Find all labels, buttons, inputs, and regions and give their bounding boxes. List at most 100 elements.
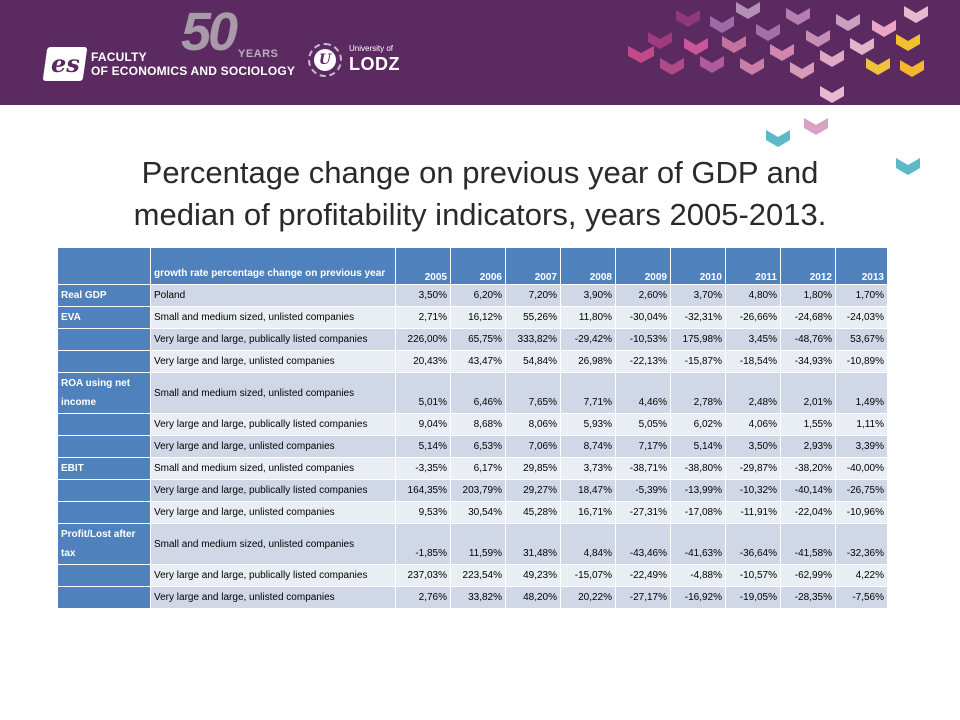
company-group-cell: Small and medium sized, unlisted compani… (150, 372, 396, 414)
profitability-table: growth rate percentage change on previou… (57, 247, 888, 609)
slide-title-line2: median of profitability indicators, year… (133, 197, 827, 232)
header-year: 2008 (560, 247, 616, 285)
value-cell: 5,01% (395, 372, 451, 414)
company-group-cell: Very large and large, publically listed … (150, 413, 396, 436)
value-cell: 65,75% (450, 328, 506, 351)
company-group-cell: Very large and large, unlisted companies (150, 586, 396, 609)
value-cell: 5,05% (615, 413, 671, 436)
table-row: Very large and large, publically listed … (57, 328, 888, 351)
value-cell: 45,28% (505, 501, 561, 524)
value-cell: -11,91% (725, 501, 781, 524)
value-cell: 3,50% (725, 435, 781, 458)
value-cell: 3,50% (395, 284, 451, 307)
company-group-cell: Very large and large, unlisted companies (150, 435, 396, 458)
value-cell: -19,05% (725, 586, 781, 609)
value-cell: -4,88% (670, 564, 726, 587)
value-cell: -34,93% (780, 350, 836, 373)
value-cell: -27,17% (615, 586, 671, 609)
table-row: Very large and large, unlisted companies… (57, 435, 888, 458)
company-group-cell: Very large and large, publically listed … (150, 479, 396, 502)
university-seal-letter: U (314, 49, 336, 71)
value-cell: -48,76% (780, 328, 836, 351)
value-cell: -22,13% (615, 350, 671, 373)
value-cell: -13,99% (670, 479, 726, 502)
value-cell: -41,58% (780, 523, 836, 565)
value-cell: 5,14% (670, 435, 726, 458)
table-row: EVA Small and medium sized, unlisted comp… (57, 306, 888, 329)
value-cell: 16,12% (450, 306, 506, 329)
value-cell: 43,47% (450, 350, 506, 373)
value-cell: 164,35% (395, 479, 451, 502)
value-cell: 4,80% (725, 284, 781, 307)
value-cell: 4,46% (615, 372, 671, 414)
faculty-name: FACULTY OF ECONOMICS AND SOCIOLOGY (91, 50, 295, 78)
value-cell: -32,31% (670, 306, 726, 329)
value-cell: 7,71% (560, 372, 616, 414)
value-cell: -28,35% (780, 586, 836, 609)
value-cell: 4,84% (560, 523, 616, 565)
value-cell: -1,85% (395, 523, 451, 565)
indicator-cell (57, 586, 151, 609)
value-cell: 54,84% (505, 350, 561, 373)
value-cell: 53,67% (835, 328, 888, 351)
indicator-cell (57, 564, 151, 587)
header-indicator-cell (57, 247, 151, 285)
value-cell: 33,82% (450, 586, 506, 609)
header-year: 2011 (725, 247, 781, 285)
company-group-cell: Small and medium sized, unlisted compani… (150, 457, 396, 480)
value-cell: 6,46% (450, 372, 506, 414)
value-cell: 7,17% (615, 435, 671, 458)
indicator-cell (57, 350, 151, 373)
value-cell: -10,89% (835, 350, 888, 373)
table-row: ROA using net income Small and medium siz… (57, 372, 888, 414)
table-row: Very large and large, unlisted companies… (57, 501, 888, 524)
value-cell: 7,20% (505, 284, 561, 307)
value-cell: 2,78% (670, 372, 726, 414)
value-cell: 223,54% (450, 564, 506, 587)
value-cell: -16,92% (670, 586, 726, 609)
value-cell: 5,93% (560, 413, 616, 436)
indicator-cell (57, 501, 151, 524)
value-cell: -24,68% (780, 306, 836, 329)
company-group-cell: Very large and large, unlisted companies (150, 350, 396, 373)
value-cell: 29,27% (505, 479, 561, 502)
value-cell: 26,98% (560, 350, 616, 373)
value-cell: 3,90% (560, 284, 616, 307)
value-cell: 6,17% (450, 457, 506, 480)
anniversary-number: 50 (181, 2, 238, 62)
value-cell: -36,64% (725, 523, 781, 565)
value-cell: 1,49% (835, 372, 888, 414)
value-cell: 49,23% (505, 564, 561, 587)
value-cell: 3,39% (835, 435, 888, 458)
table-row: Profit/Lost after tax Small and medium si… (57, 523, 888, 565)
value-cell: 175,98% (670, 328, 726, 351)
value-cell: 11,59% (450, 523, 506, 565)
value-cell: 6,53% (450, 435, 506, 458)
value-cell: -22,49% (615, 564, 671, 587)
value-cell: 6,02% (670, 413, 726, 436)
company-group-cell: Poland (150, 284, 396, 307)
university-name: LODZ (349, 54, 400, 74)
value-cell: 2,71% (395, 306, 451, 329)
value-cell: 5,14% (395, 435, 451, 458)
company-group-cell: Very large and large, unlisted companies (150, 501, 396, 524)
value-cell: 31,48% (505, 523, 561, 565)
table-row: Very large and large, publically listed … (57, 413, 888, 436)
value-cell: 30,54% (450, 501, 506, 524)
value-cell: -29,87% (725, 457, 781, 480)
value-cell: -10,32% (725, 479, 781, 502)
value-cell: 3,70% (670, 284, 726, 307)
value-cell: 55,26% (505, 306, 561, 329)
value-cell: 1,55% (780, 413, 836, 436)
value-cell: 3,45% (725, 328, 781, 351)
value-cell: -18,54% (725, 350, 781, 373)
value-cell: 7,06% (505, 435, 561, 458)
faculty-logo-letters: es (50, 49, 80, 78)
value-cell: 48,20% (505, 586, 561, 609)
slide-title-line1: Percentage change on previous year of GD… (141, 155, 819, 190)
value-cell: -38,71% (615, 457, 671, 480)
value-cell: -41,63% (670, 523, 726, 565)
value-cell: -62,99% (780, 564, 836, 587)
value-cell: -17,08% (670, 501, 726, 524)
value-cell: -40,14% (780, 479, 836, 502)
